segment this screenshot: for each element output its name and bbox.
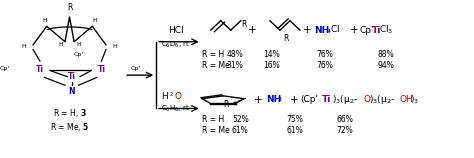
Text: Cp': Cp': [0, 66, 10, 71]
Text: Cp': Cp': [360, 26, 374, 35]
Text: 94%: 94%: [378, 61, 394, 70]
Text: 61%: 61%: [287, 127, 303, 136]
Text: C$_6$H$_6$, rt: C$_6$H$_6$, rt: [161, 104, 190, 114]
Text: HCl: HCl: [168, 26, 183, 35]
Text: +: +: [350, 25, 358, 35]
Text: 76%: 76%: [316, 50, 333, 59]
Text: 52%: 52%: [232, 115, 249, 124]
Text: 48%: 48%: [227, 50, 243, 59]
Text: (Cp': (Cp': [301, 95, 319, 104]
Text: N: N: [69, 87, 75, 96]
Text: 66%: 66%: [337, 115, 354, 124]
Text: C$_6$D$_6$, rt: C$_6$D$_6$, rt: [161, 40, 190, 50]
Text: +: +: [290, 95, 298, 105]
Text: $_3$: $_3$: [277, 95, 283, 104]
Text: R = Me: R = Me: [201, 127, 229, 136]
Text: +: +: [303, 25, 311, 35]
Text: H: H: [92, 18, 97, 23]
Text: O: O: [175, 92, 182, 101]
Text: O: O: [363, 95, 370, 104]
Text: R = H: R = H: [201, 115, 224, 124]
Text: 75%: 75%: [287, 115, 303, 124]
Text: H: H: [58, 42, 63, 47]
Text: R: R: [67, 3, 72, 12]
Text: OH: OH: [400, 95, 414, 104]
Text: )$_3$(μ$_2$-: )$_3$(μ$_2$-: [332, 93, 358, 106]
Text: Cp': Cp': [131, 66, 141, 71]
Text: R: R: [223, 100, 228, 109]
Text: +: +: [254, 95, 263, 105]
Text: Ti: Ti: [372, 26, 381, 35]
Text: )$_3$: )$_3$: [410, 94, 419, 106]
Text: Ti: Ti: [68, 72, 76, 81]
Text: 31%: 31%: [227, 61, 243, 70]
Text: )$_3$(μ$_2$-: )$_3$(μ$_2$-: [369, 93, 395, 106]
Text: Cl$_3$: Cl$_3$: [379, 24, 393, 36]
Text: H: H: [76, 42, 81, 47]
Text: NH: NH: [314, 26, 329, 35]
Text: 76%: 76%: [316, 61, 333, 70]
Text: 88%: 88%: [378, 50, 394, 59]
Text: R = Me: R = Me: [201, 61, 229, 70]
Text: NH: NH: [266, 95, 281, 104]
Text: R = H: R = H: [201, 50, 224, 59]
Text: 72%: 72%: [337, 127, 354, 136]
Text: +: +: [248, 25, 257, 35]
Text: Ti: Ti: [36, 65, 44, 74]
Text: R: R: [241, 20, 246, 29]
Text: 16%: 16%: [263, 61, 280, 70]
Text: 2: 2: [169, 92, 173, 97]
Text: H: H: [113, 44, 118, 49]
Text: 61%: 61%: [232, 127, 249, 136]
Text: R = H, $\mathbf{3}$
R = Me, $\mathbf{5}$: R = H, $\mathbf{3}$ R = Me, $\mathbf{5}$: [50, 107, 89, 133]
Text: 14%: 14%: [263, 50, 280, 59]
Text: $_4$Cl: $_4$Cl: [327, 24, 341, 36]
Text: H: H: [162, 92, 168, 101]
Text: Cp': Cp': [74, 52, 84, 58]
Text: H: H: [22, 44, 27, 49]
Text: Ti: Ti: [98, 65, 105, 74]
Text: R: R: [283, 34, 289, 43]
Text: H: H: [42, 18, 47, 23]
Text: Ti: Ti: [321, 95, 331, 104]
